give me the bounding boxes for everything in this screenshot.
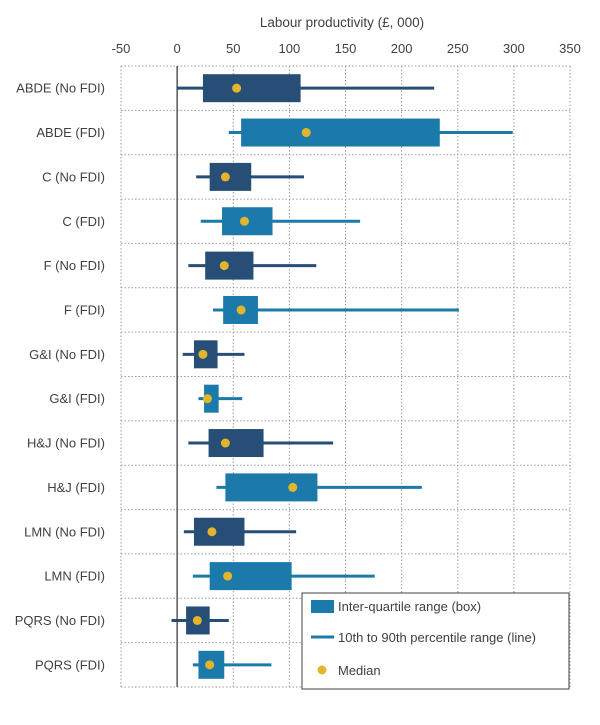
data-row [198, 384, 243, 413]
median-marker [223, 571, 233, 581]
category-label: ABDE (FDI) [36, 125, 105, 140]
legend: Inter-quartile range (box) 10th to 90th … [301, 592, 570, 690]
category-label: ABDE (No FDI) [16, 81, 105, 96]
data-row [196, 162, 304, 191]
data-row [182, 340, 245, 369]
inter-quartile-box [193, 517, 245, 546]
inter-quartile-box [209, 562, 292, 591]
data-row [192, 562, 375, 591]
category-label: G&I (No FDI) [29, 347, 105, 362]
inter-quartile-box [241, 118, 440, 147]
x-tick-label: -50 [112, 41, 131, 56]
legend-median-label: Median [338, 663, 381, 678]
median-marker [207, 527, 217, 537]
category-label: PQRS (No FDI) [15, 613, 105, 628]
median-marker [198, 349, 208, 359]
inter-quartile-box [205, 251, 254, 280]
category-label: LMN (FDI) [44, 569, 105, 584]
data-row [188, 251, 317, 280]
x-tick-label: 0 [174, 41, 181, 56]
data-row [213, 295, 459, 324]
inter-quartile-box [208, 429, 264, 458]
x-axis-title: Labour productivity (£, 000) [260, 15, 424, 30]
data-row [177, 74, 435, 103]
x-tick-labels: -50 0 50 100 150 200 250 300 350 [112, 41, 581, 56]
category-label: C (No FDI) [42, 169, 105, 184]
x-tick-label: 50 [226, 41, 240, 56]
median-marker [205, 660, 215, 670]
median-marker [239, 216, 249, 226]
median-marker [219, 261, 229, 271]
data-row [216, 473, 422, 502]
x-tick-label: 100 [279, 41, 301, 56]
median-marker [301, 128, 311, 138]
data-row [228, 118, 513, 147]
median-marker [220, 438, 230, 448]
category-label: F (FDI) [64, 302, 105, 317]
median-marker [220, 172, 230, 182]
data-row [188, 429, 334, 458]
x-tick-label: 300 [503, 41, 525, 56]
category-labels: ABDE (No FDI) ABDE (FDI) C (No FDI) C (FDI)… [15, 81, 105, 673]
category-label: C (FDI) [62, 214, 105, 229]
legend-median-swatch [317, 665, 327, 675]
legend-box-swatch [311, 600, 334, 613]
inter-quartile-box [209, 162, 252, 191]
legend-line-label: 10th to 90th percentile range (line) [338, 630, 536, 645]
median-marker [202, 394, 212, 404]
category-label: H&J (FDI) [47, 480, 105, 495]
category-label: PQRS (FDI) [35, 657, 105, 672]
data-row [171, 606, 229, 635]
category-label: LMN (No FDI) [24, 524, 105, 539]
category-label: F (No FDI) [44, 258, 105, 273]
data-rows [171, 74, 513, 679]
category-label: G&I (FDI) [49, 391, 105, 406]
data-row [192, 650, 272, 679]
median-marker [288, 482, 298, 492]
data-row [200, 207, 361, 236]
median-marker [236, 305, 246, 315]
legend-box-label: Inter-quartile range (box) [338, 599, 481, 614]
median-marker [192, 615, 202, 625]
inter-quartile-box [225, 473, 318, 502]
inter-quartile-box [202, 74, 301, 103]
median-marker [232, 83, 242, 93]
legend-frame [301, 592, 570, 690]
x-tick-label: 250 [447, 41, 469, 56]
x-tick-label: 350 [559, 41, 581, 56]
x-tick-label: 150 [335, 41, 357, 56]
data-row [183, 517, 297, 546]
category-label: H&J (No FDI) [27, 436, 105, 451]
x-tick-label: 200 [391, 41, 413, 56]
